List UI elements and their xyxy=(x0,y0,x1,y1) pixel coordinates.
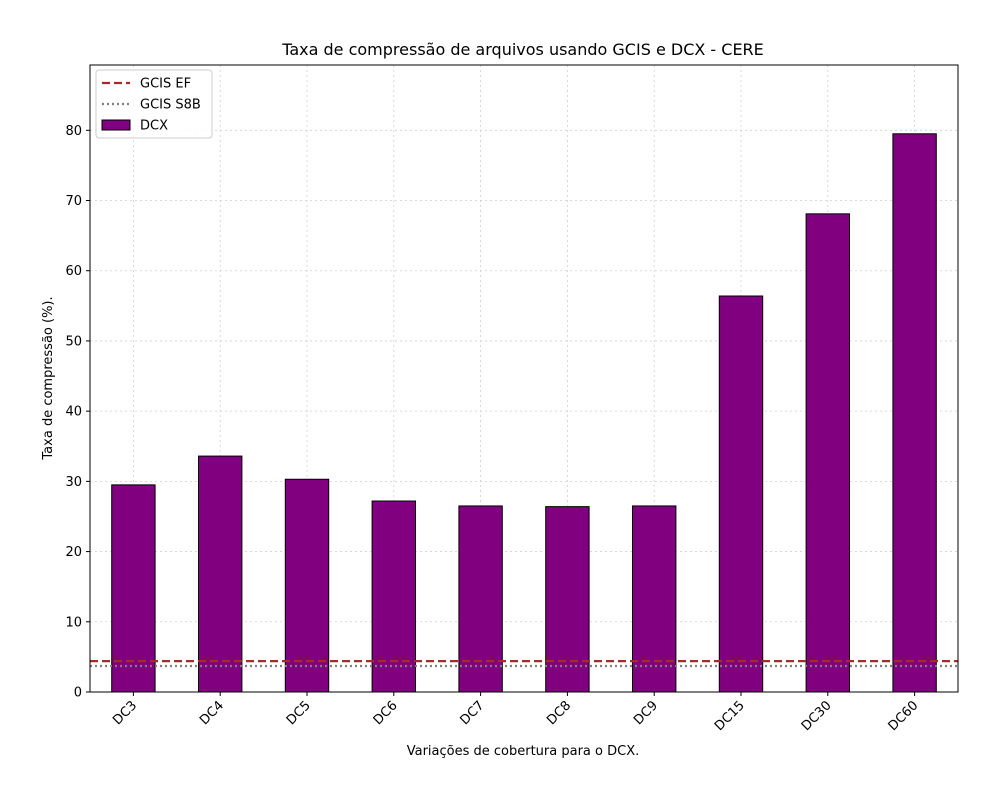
y-tick-label: 0 xyxy=(74,686,82,701)
y-tick-label: 40 xyxy=(65,405,82,420)
x-tick-label: DC4 xyxy=(197,698,227,728)
x-tick-label: DC7 xyxy=(457,698,487,728)
x-tick-label: DC15 xyxy=(712,698,748,734)
bar-dc7 xyxy=(458,505,503,693)
reference-lines xyxy=(90,660,958,668)
y-tick-label: 20 xyxy=(65,545,82,560)
legend: GCIS EF GCIS S8B DCX xyxy=(95,69,213,139)
y-tick-label: 50 xyxy=(65,334,82,349)
bars xyxy=(111,133,937,693)
chart-title: Taxa de compressão de arquivos usando GC… xyxy=(281,40,764,59)
bar-dc9 xyxy=(632,505,677,693)
x-tick-label: DC60 xyxy=(886,698,922,734)
bar-dc4 xyxy=(198,455,243,693)
legend-label: GCIS EF xyxy=(140,77,191,92)
bar-dc8 xyxy=(545,506,590,693)
x-tick-label: DC5 xyxy=(284,698,314,728)
x-tick-label: DC6 xyxy=(371,698,401,728)
bar-dc30 xyxy=(805,213,850,693)
bar-dc6 xyxy=(371,500,417,693)
y-tick-label: 10 xyxy=(65,615,82,630)
y-tick-label: 80 xyxy=(65,124,82,139)
legend-label: GCIS S8B xyxy=(140,98,201,113)
bar-dc60 xyxy=(892,133,937,693)
legend-label: DCX xyxy=(140,119,168,134)
x-axis: DC3 DC4 DC5 DC6 DC7 DC8 DC9 DC15 DC30 DC60 xyxy=(110,692,921,734)
y-tick-label: 30 xyxy=(65,475,82,490)
plot-frame xyxy=(89,64,959,693)
x-axis-label: Variações de cobertura para o DCX. xyxy=(407,744,640,759)
bar-dc5 xyxy=(284,478,330,693)
bar-dc3 xyxy=(111,484,156,693)
x-tick-label: DC30 xyxy=(799,698,835,734)
x-tick-label: DC3 xyxy=(110,698,140,728)
y-tick-label: 60 xyxy=(65,264,82,279)
y-tick-label: 70 xyxy=(65,194,82,209)
x-tick-label: DC8 xyxy=(544,698,574,728)
bar-dc15 xyxy=(718,295,764,693)
x-tick-label: DC9 xyxy=(631,698,661,728)
y-axis: 0 10 20 30 40 50 60 70 80 xyxy=(65,124,90,701)
legend-swatch xyxy=(101,119,131,131)
y-axis-label: Taxa de compressão (%). xyxy=(41,296,56,460)
